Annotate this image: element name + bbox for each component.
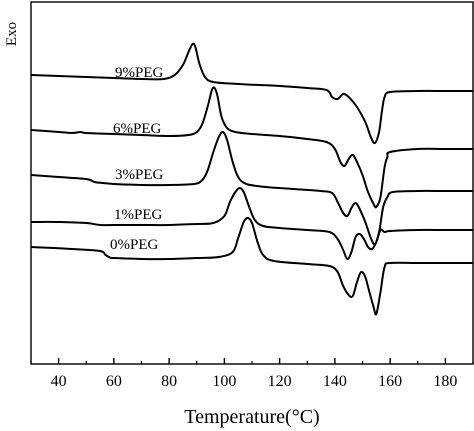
x-tick-label: 80	[161, 373, 177, 390]
series-label-1: 6%PEG	[113, 121, 162, 137]
series-curves	[30, 42, 474, 316]
x-tick-label: 120	[268, 373, 292, 390]
series-label-0: 9%PEG	[115, 65, 164, 81]
x-tick-label: 180	[433, 373, 457, 390]
series-line-1	[30, 86, 473, 209]
x-tick-label: 160	[378, 373, 402, 390]
x-tick-label: 140	[323, 373, 347, 390]
x-tick-label: 100	[212, 373, 236, 390]
series-label-2: 3%PEG	[115, 167, 164, 183]
series-line-4	[30, 216, 473, 316]
series-line-0	[30, 42, 474, 145]
x-tick-label: 60	[106, 373, 122, 390]
y-axis-title: Exo	[4, 22, 20, 46]
series-label-4: 0%PEG	[110, 237, 159, 253]
x-axis-title: Temperature(°C)	[184, 406, 319, 428]
series-line-3	[30, 187, 473, 260]
series-label-3: 1%PEG	[114, 207, 163, 223]
x-tick-label: 40	[51, 373, 67, 390]
series-labels: 9%PEG 6%PEG 3%PEG 1%PEG 0%PEG	[110, 65, 164, 253]
x-axis-ticks: 40 60 80 100 120 140 160 180	[30, 358, 474, 390]
